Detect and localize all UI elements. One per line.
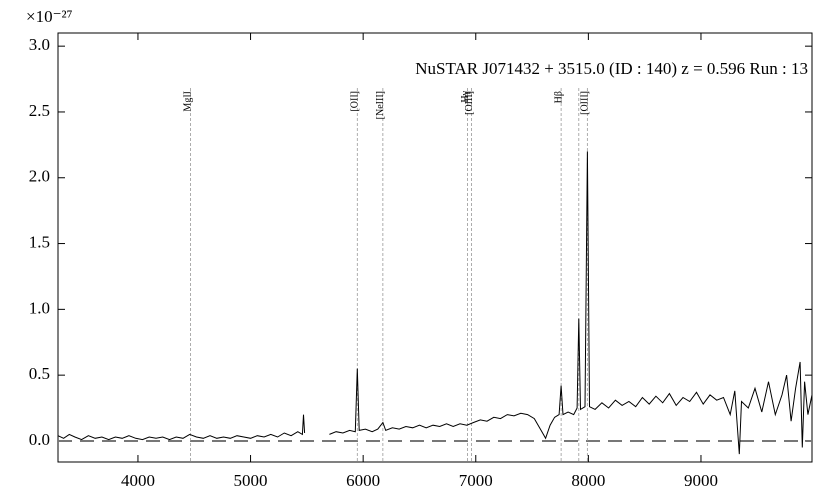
y-offset-label: ×10⁻²⁷ [26,7,73,26]
y-tick-label: 2.5 [29,101,50,120]
y-tick-label: 2.0 [29,167,50,186]
y-tick-label: 1.5 [29,232,50,251]
plot-frame [57,32,813,463]
emission-label: [OII] [350,91,361,112]
x-tick-label: 7000 [459,471,493,490]
emission-label: Hγ [460,90,471,102]
y-tick-label: 3.0 [29,35,50,54]
annotation: NuSTAR J071432 + 3515.0 (ID : 140) z = 0… [415,59,808,78]
emission-label: MgII [183,91,194,112]
x-tick-label: 4000 [121,471,155,490]
emission-label: [NeIII] [375,91,386,119]
emission-label: Hβ [553,91,564,103]
x-tick-label: 8000 [571,471,605,490]
y-tick-label: 1.0 [29,298,50,317]
x-tick-label: 5000 [234,471,268,490]
emission-label: [OIII] [464,91,475,115]
y-tick-label: 0.0 [29,430,50,449]
y-tick-label: 0.5 [29,364,50,383]
x-tick-label: 9000 [684,471,718,490]
x-tick-label: 6000 [346,471,380,490]
spectrum [57,151,813,455]
emission-label: [OIII] [580,91,591,115]
